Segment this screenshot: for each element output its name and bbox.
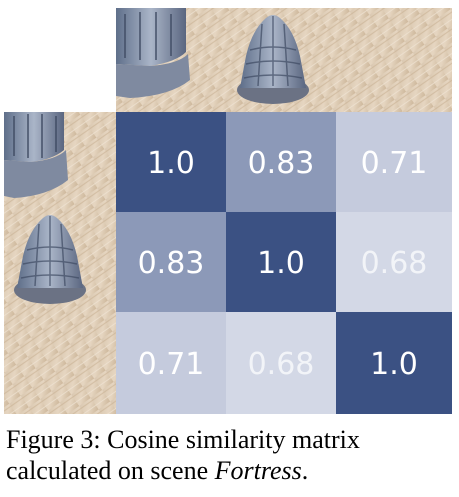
heatmap-label-r1-c3: 0.71 xyxy=(361,146,428,181)
heatmap-cell-r2-c3 xyxy=(336,212,452,312)
fortress-photo-full-icon xyxy=(4,212,116,312)
heatmap-cell-r1-c1 xyxy=(116,112,226,212)
heatmap-cell-r1-c2 xyxy=(226,112,336,212)
heatmap-label-r2-c1: 0.83 xyxy=(138,246,205,281)
heatmap-cell-r2-c1 xyxy=(116,212,226,312)
heatmap-label-r1-c1: 1.0 xyxy=(147,146,195,181)
fortress-photo-crop-icon xyxy=(4,112,116,212)
similarity-heatmap: 1.0 0.83 0.71 0.83 1.0 0.68 0.71 0.68 1.0 xyxy=(116,112,452,414)
heatmap-cell-r2-c2 xyxy=(226,212,336,312)
heatmap-label-r3-c3: 1.0 xyxy=(370,347,418,382)
wood-table-photo-icon xyxy=(336,8,452,112)
heatmap-cell-r3-c3 xyxy=(336,312,452,414)
heatmap-label-r2-c2: 1.0 xyxy=(257,246,305,281)
heatmap-cell-r3-c1 xyxy=(116,312,226,414)
heatmap-cell-r3-c2 xyxy=(226,312,336,414)
figure-caption: Figure 3: Cosine similarity matrix calcu… xyxy=(6,424,456,486)
heatmap-label-r1-c2: 0.83 xyxy=(248,146,315,181)
caption-label: Figure 3: xyxy=(6,425,101,454)
fortress-photo-crop-icon xyxy=(116,8,226,112)
wood-table-photo-icon xyxy=(4,312,116,414)
top-thumbnails xyxy=(116,8,452,112)
heatmap-cell-r1-c3 xyxy=(336,112,452,212)
fortress-photo-full-icon xyxy=(226,8,336,112)
similarity-figure: 1.0 0.83 0.71 0.83 1.0 0.68 0.71 0.68 1.0 xyxy=(4,8,452,414)
caption-text: Cosine similarity matrix calculated on s… xyxy=(6,425,360,485)
left-thumbnails xyxy=(4,112,116,414)
caption-period: . xyxy=(301,456,309,485)
caption-scene: Fortress xyxy=(214,456,302,485)
heatmap-label-r3-c2: 0.68 xyxy=(248,347,315,382)
heatmap-label-r3-c1: 0.71 xyxy=(138,347,205,382)
heatmap-label-r2-c3: 0.68 xyxy=(361,246,428,281)
